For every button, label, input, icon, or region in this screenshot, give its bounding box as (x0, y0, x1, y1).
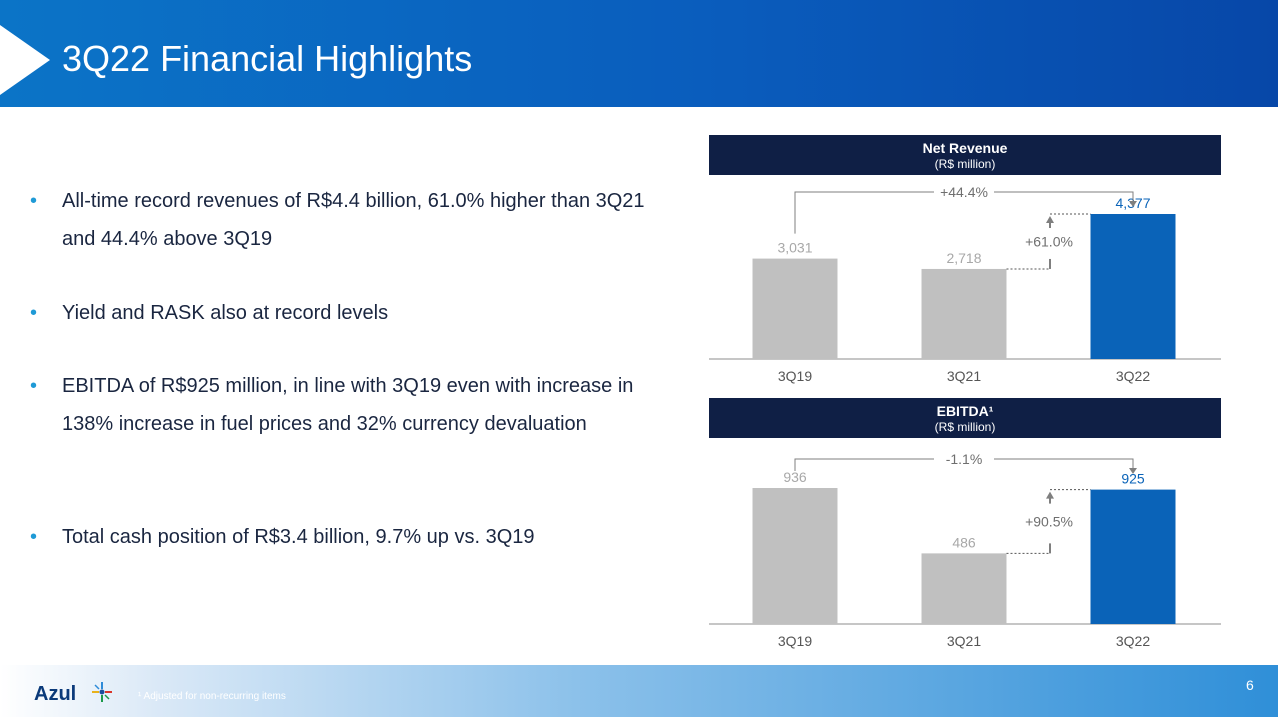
bullet-dot-icon: • (30, 526, 38, 548)
chart-subtitle: (R$ million) (934, 420, 996, 434)
bracket-line (994, 191, 1134, 202)
chart-header: Net Revenue (R$ million) (709, 135, 1221, 175)
category-tick-label: 3Q19 (778, 368, 812, 384)
data-label: 3,031 (777, 240, 812, 256)
chevron-right-icon (0, 22, 50, 95)
category-tick-label: 3Q21 (947, 633, 981, 649)
bar-3q21 (921, 553, 1007, 624)
bracket-line (994, 458, 1134, 469)
arrow-up-icon (1046, 216, 1054, 223)
list-item: • EBITDA of R$925 million, in line with … (28, 367, 668, 443)
bullet-dot-icon: • (30, 302, 38, 324)
yoy-change-label: +90.5% (1025, 513, 1073, 529)
arrow-down-icon (1129, 201, 1137, 207)
bar-3q19 (752, 488, 838, 624)
page-title: 3Q22 Financial Highlights (62, 38, 473, 79)
data-label: 486 (952, 534, 976, 550)
bullet-dot-icon: • (30, 190, 38, 212)
bar-3q22 (1090, 214, 1176, 359)
category-tick-label: 3Q22 (1116, 368, 1150, 384)
overall-change-label: +44.4% (940, 184, 988, 200)
list-item: • All-time record revenues of R$4.4 bill… (28, 182, 668, 258)
chart-title: Net Revenue (922, 140, 1008, 156)
yoy-change-label: +61.0% (1025, 233, 1073, 249)
bullet-text: Total cash position of R$3.4 billion, 9.… (62, 526, 535, 548)
chart-header: EBITDA¹ (R$ million) (709, 398, 1221, 438)
chart-title: EBITDA¹ (936, 403, 994, 419)
category-tick-label: 3Q21 (947, 368, 981, 384)
list-item: • Total cash position of R$3.4 billion, … (28, 518, 668, 556)
bar-3q19 (752, 258, 838, 359)
chart-subtitle: (R$ million) (934, 157, 996, 171)
page-number: 6 (1246, 677, 1254, 693)
bar-3q21 (921, 268, 1007, 359)
arrow-up-icon (1046, 491, 1054, 499)
bullet-text: Yield and RASK also at record levels (62, 302, 389, 324)
ebitda-plot: 936 3Q19 486 3Q21 925 3Q22 -1.1% +90.5% (709, 451, 1221, 649)
data-label: 2,718 (946, 250, 981, 266)
data-label: 936 (783, 469, 807, 485)
list-item: • Yield and RASK also at record levels (28, 294, 668, 332)
airline-logo-icon (92, 682, 112, 702)
net-revenue-chart: Net Revenue (R$ million) 3,031 3Q19 2,718 3… (709, 135, 1221, 385)
bullet-dot-icon: • (30, 375, 38, 397)
bullet-text: All-time record revenues of R$4.4 billio… (62, 190, 645, 250)
footer: Azul ¹ Adjusted for non-recurring items … (0, 665, 1278, 717)
bar-3q22 (1090, 489, 1176, 624)
category-tick-label: 3Q19 (778, 633, 812, 649)
bracket-line (794, 191, 934, 234)
data-label: 925 (1121, 471, 1145, 487)
arrow-down-icon (1129, 468, 1137, 474)
overall-change-label: -1.1% (946, 451, 983, 467)
bracket-line (794, 458, 934, 471)
azul-logo: Azul (34, 683, 77, 705)
ebitda-chart: EBITDA¹ (R$ million) 936 3Q19 486 3Q21 925 3Q… (709, 398, 1221, 654)
footnote: ¹ Adjusted for non-recurring items (138, 691, 286, 702)
header-banner: 3Q22 Financial Highlights (0, 0, 1278, 107)
category-tick-label: 3Q22 (1116, 633, 1150, 649)
bullet-text: EBITDA of R$925 million, in line with 3Q… (62, 375, 634, 435)
